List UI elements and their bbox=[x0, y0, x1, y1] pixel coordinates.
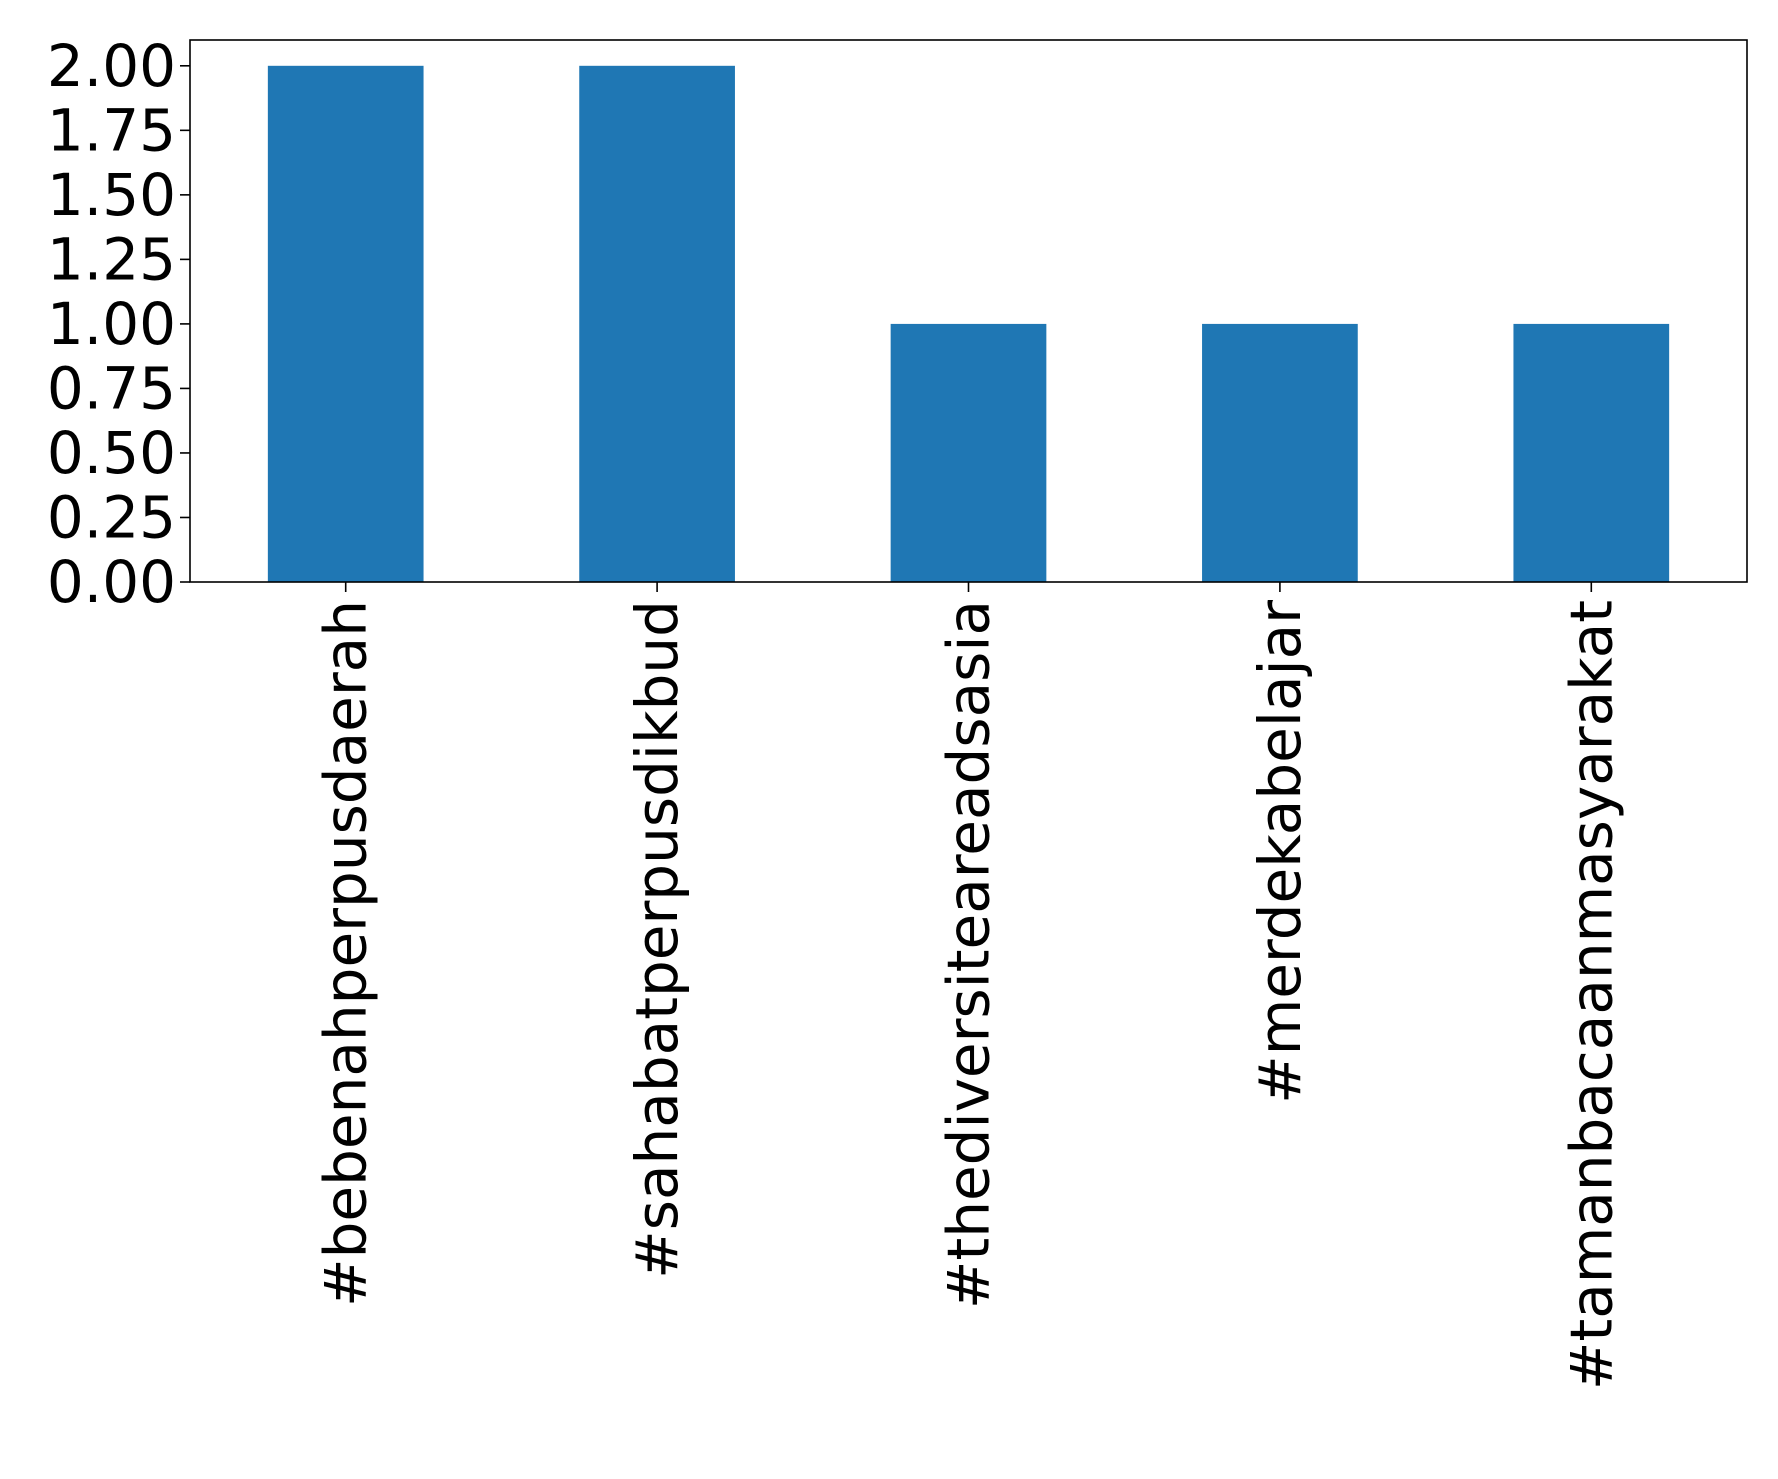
y-tick-label: 0.50 bbox=[47, 419, 176, 487]
y-tick-label: 1.75 bbox=[47, 96, 176, 164]
x-tick-label: #merdekabelajar bbox=[1246, 600, 1314, 1104]
plot-frame bbox=[189, 39, 1748, 583]
y-tick-label: 0.75 bbox=[47, 354, 176, 422]
bar-2 bbox=[890, 323, 1047, 582]
bar-0 bbox=[267, 65, 424, 583]
y-tick-label: 1.25 bbox=[47, 225, 176, 293]
x-tick-label: #bebenahperpusdaerah bbox=[312, 600, 380, 1307]
x-tick-label: #thediversiteareadsasia bbox=[935, 600, 1003, 1309]
bars-group bbox=[267, 65, 1670, 583]
x-axis: #bebenahperpusdaerah #sahabatperpusdikbud… bbox=[312, 582, 1625, 1390]
y-tick-label: 1.50 bbox=[47, 161, 176, 229]
x-tick-label: #sahabatperpusdikbud bbox=[623, 600, 691, 1279]
bar-1 bbox=[579, 65, 735, 583]
y-axis: 0.000.250.500.751.001.251.501.752.00 bbox=[47, 32, 190, 616]
x-tick-label: #tamanbacaanmasyarakat bbox=[1557, 600, 1625, 1390]
y-tick-label: 2.00 bbox=[47, 32, 176, 100]
y-tick-label: 0.25 bbox=[47, 483, 176, 551]
bar-4 bbox=[1513, 323, 1670, 582]
y-tick-label: 1.00 bbox=[47, 290, 176, 358]
bar-3 bbox=[1202, 323, 1358, 582]
y-tick-label: 0.00 bbox=[47, 548, 176, 616]
